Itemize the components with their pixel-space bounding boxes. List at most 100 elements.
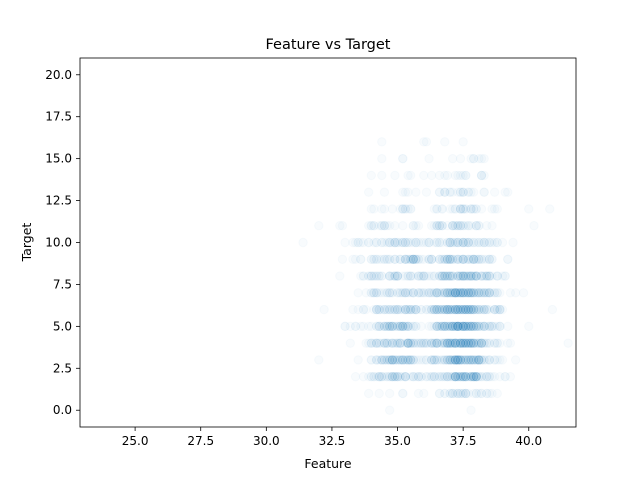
scatter-point	[435, 222, 443, 230]
scatter-point	[425, 255, 433, 263]
scatter-points	[299, 138, 572, 415]
scatter-point	[451, 339, 459, 347]
scatter-point	[425, 154, 433, 162]
scatter-point	[485, 289, 493, 297]
scatter-point	[364, 188, 372, 196]
scatter-point	[346, 339, 354, 347]
scatter-point	[454, 222, 462, 230]
scatter-point	[420, 356, 428, 364]
scatter-point	[464, 255, 472, 263]
y-axis-ticks: 0.0 2.5 5.0 7.5 10.0 12.5 15.0 17.5 20.0	[45, 68, 80, 417]
scatter-point	[414, 222, 422, 230]
scatter-point	[459, 138, 467, 146]
scatter-point	[378, 322, 386, 330]
scatter-point	[357, 255, 365, 263]
scatter-point	[378, 372, 386, 380]
x-tick-label: 25.0	[122, 434, 149, 448]
scatter-point	[496, 305, 504, 313]
scatter-point	[409, 255, 417, 263]
scatter-point	[488, 205, 496, 213]
scatter-point	[477, 238, 485, 246]
scatter-point	[467, 406, 475, 414]
scatter-point	[472, 205, 480, 213]
x-tick-label: 32.5	[319, 434, 346, 448]
y-tick-label: 12.5	[45, 194, 72, 208]
scatter-point	[430, 238, 438, 246]
scatter-point	[462, 171, 470, 179]
scatter-point	[393, 339, 401, 347]
scatter-point	[378, 154, 386, 162]
scatter-point	[414, 372, 422, 380]
scatter-point	[357, 272, 365, 280]
scatter-point	[446, 289, 454, 297]
scatter-point	[378, 138, 386, 146]
scatter-point	[469, 238, 477, 246]
x-axis-ticks: 25.0 27.5 30.0 32.5 35.0 37.5 40.0	[122, 427, 542, 448]
scatter-point	[380, 188, 388, 196]
scatter-point	[391, 222, 399, 230]
scatter-point	[485, 339, 493, 347]
scatter-point	[498, 238, 506, 246]
x-tick-label: 30.0	[253, 434, 280, 448]
scatter-point	[454, 322, 462, 330]
scatter-point	[346, 322, 354, 330]
scatter-point	[433, 339, 441, 347]
scatter-point	[378, 171, 386, 179]
scatter-point	[367, 372, 375, 380]
scatter-point	[483, 222, 491, 230]
scatter-point	[490, 356, 498, 364]
scatter-point	[472, 222, 480, 230]
scatter-point	[454, 171, 462, 179]
scatter-point	[548, 305, 556, 313]
scatter-point	[504, 255, 512, 263]
scatter-point	[435, 171, 443, 179]
scatter-point	[320, 305, 328, 313]
scatter-point	[401, 289, 409, 297]
scatter-point	[477, 339, 485, 347]
x-tick-label: 37.5	[450, 434, 477, 448]
scatter-point	[480, 188, 488, 196]
scatter-point	[456, 389, 464, 397]
scatter-point	[446, 305, 454, 313]
scatter-point	[367, 222, 375, 230]
scatter-point	[406, 272, 414, 280]
scatter-point	[469, 356, 477, 364]
scatter-point	[338, 255, 346, 263]
scatter-point	[519, 289, 527, 297]
scatter-point	[354, 356, 362, 364]
scatter-point	[299, 238, 307, 246]
scatter-point	[509, 238, 517, 246]
scatter-point	[420, 171, 428, 179]
scatter-point	[422, 305, 430, 313]
scatter-point	[359, 305, 367, 313]
scatter-point	[443, 171, 451, 179]
scatter-point	[427, 289, 435, 297]
y-tick-label: 10.0	[45, 236, 72, 250]
y-tick-label: 5.0	[53, 319, 72, 333]
scatter-point	[433, 356, 441, 364]
scatter-point	[501, 272, 509, 280]
scatter-point	[364, 389, 372, 397]
scatter-point	[469, 154, 477, 162]
y-tick-label: 2.5	[53, 361, 72, 375]
scatter-point	[456, 305, 464, 313]
scatter-point	[498, 356, 506, 364]
scatter-point	[401, 372, 409, 380]
y-tick-label: 15.0	[45, 152, 72, 166]
scatter-point	[477, 272, 485, 280]
scatter-point	[427, 171, 435, 179]
scatter-point	[511, 356, 519, 364]
scatter-point	[459, 289, 467, 297]
scatter-point	[441, 356, 449, 364]
scatter-point	[341, 238, 349, 246]
scatter-point	[336, 222, 344, 230]
scatter-point	[357, 238, 365, 246]
scatter-point	[336, 272, 344, 280]
scatter-point	[385, 255, 393, 263]
scatter-point	[501, 188, 509, 196]
scatter-point	[490, 188, 498, 196]
scatter-point	[399, 188, 407, 196]
scatter-point	[464, 305, 472, 313]
scatter-point	[443, 339, 451, 347]
